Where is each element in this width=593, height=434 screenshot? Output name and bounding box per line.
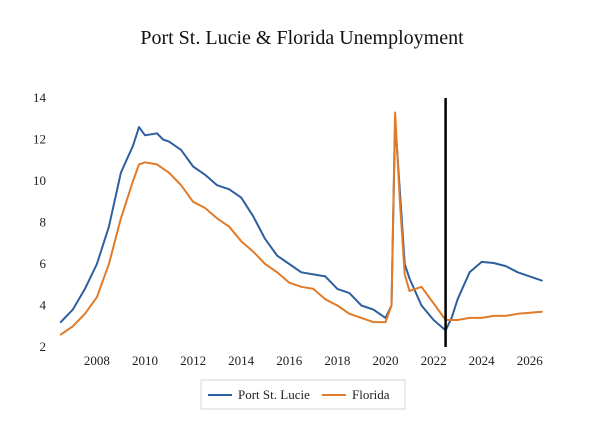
y-tick-label: 10 — [33, 173, 46, 188]
y-tick-label: 8 — [40, 215, 47, 230]
series-line-0 — [59, 119, 543, 332]
y-tick-label: 6 — [40, 256, 47, 271]
x-tick-label: 2020 — [372, 353, 398, 368]
y-tick-label: 12 — [33, 132, 46, 147]
y-tick-label: 14 — [33, 90, 47, 105]
legend-label-1: Florida — [352, 387, 390, 402]
x-tick-label: 2016 — [276, 353, 303, 368]
x-tick-label: 2022 — [421, 353, 447, 368]
x-tick-label: 2012 — [180, 353, 206, 368]
x-tick-label: 2024 — [469, 353, 496, 368]
x-axis-ticks: 2008 2010 2012 2014 2016 2018 2020 2022 2024 2026 — [84, 353, 543, 368]
legend-label-0: Port St. Lucie — [238, 387, 310, 402]
x-tick-label: 2014 — [228, 353, 255, 368]
x-tick-label: 2008 — [84, 353, 110, 368]
y-tick-label: 4 — [40, 298, 47, 313]
series-lines — [59, 111, 543, 336]
x-tick-label: 2010 — [132, 353, 158, 368]
chart-title: Port St. Lucie & Florida Unemployment — [140, 27, 464, 49]
x-tick-label: 2018 — [324, 353, 350, 368]
x-tick-label: 2026 — [517, 353, 544, 368]
series-line-1 — [59, 111, 543, 336]
legend: Port St. Lucie Florida — [200, 379, 406, 410]
y-tick-label: 2 — [40, 339, 47, 354]
legend-box — [200, 379, 406, 410]
y-axis-ticks: 2 4 6 8 10 12 14 — [33, 90, 47, 354]
